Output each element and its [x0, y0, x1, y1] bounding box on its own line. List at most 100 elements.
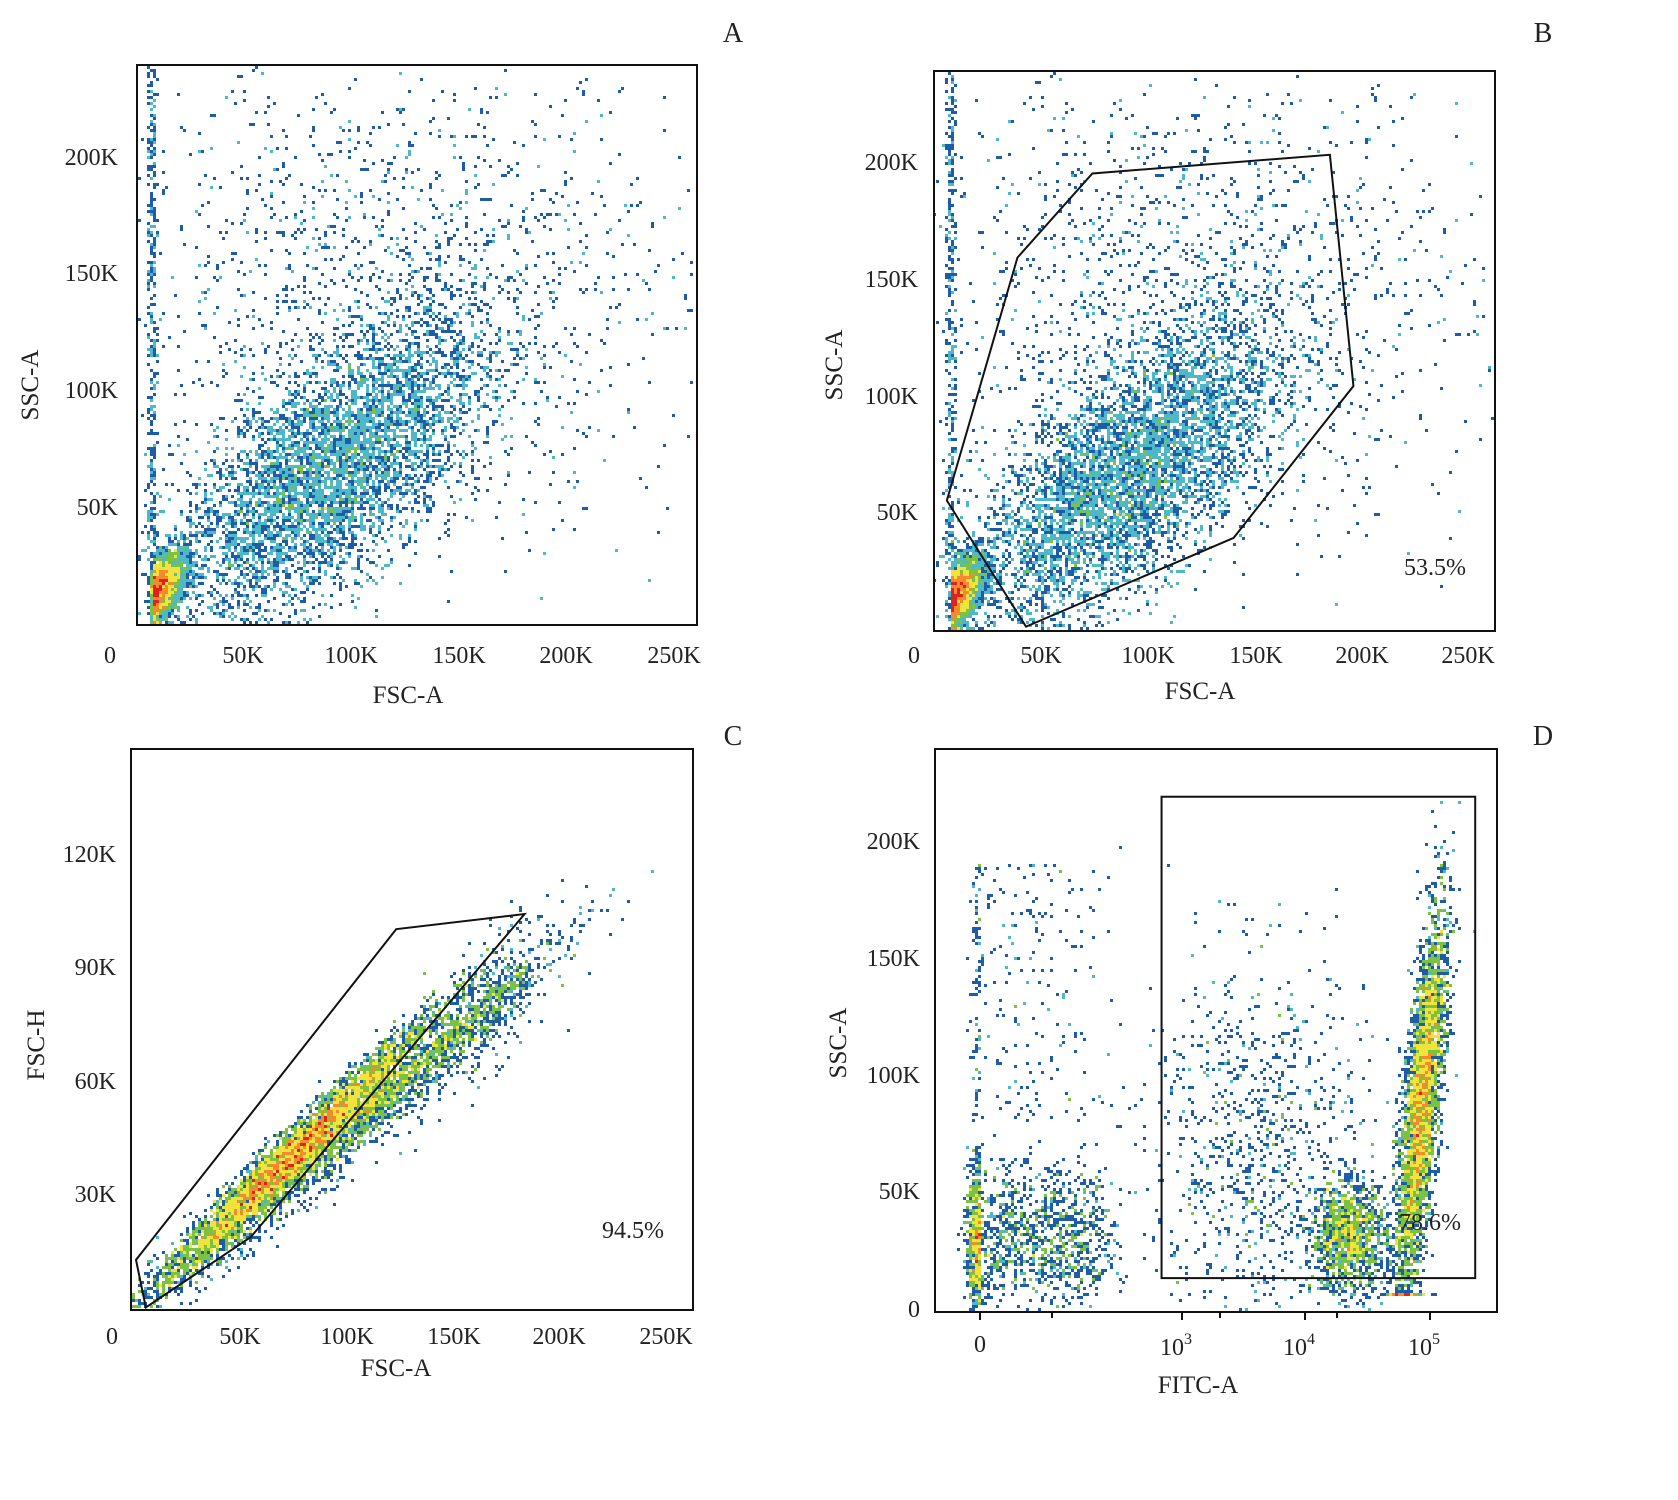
- density-cell: [387, 423, 390, 426]
- density-cell: [354, 453, 357, 456]
- density-cell: [303, 447, 306, 450]
- density-cell: [237, 513, 240, 516]
- density-cell: [183, 546, 186, 549]
- density-cell: [456, 480, 459, 483]
- density-cell: [486, 312, 489, 315]
- density-cell: [390, 162, 393, 165]
- density-cell: [369, 240, 372, 243]
- density-cell: [156, 564, 159, 567]
- density-cell: [330, 450, 333, 453]
- density-cell: [210, 540, 213, 543]
- density-cell: [390, 453, 393, 456]
- density-cell: [354, 537, 357, 540]
- density-cell: [348, 324, 351, 327]
- density-cell: [363, 486, 366, 489]
- density-cell: [399, 411, 402, 414]
- density-cell: [255, 582, 258, 585]
- density-cell: [369, 519, 372, 522]
- density-cell: [420, 189, 423, 192]
- density-cell: [165, 561, 168, 564]
- density-cell: [579, 81, 582, 84]
- density-cell: [339, 447, 342, 450]
- density-cell: [504, 174, 507, 177]
- density-cell: [405, 459, 408, 462]
- density-cell: [297, 597, 300, 600]
- density-cell: [402, 456, 405, 459]
- density-cell: [207, 519, 210, 522]
- density-cell: [483, 126, 486, 129]
- density-cell: [414, 453, 417, 456]
- density-cell: [174, 576, 177, 579]
- density-cell: [444, 363, 447, 366]
- density-cell: [168, 612, 171, 615]
- density-cell: [294, 489, 297, 492]
- density-cell: [345, 465, 348, 468]
- density-cell: [186, 585, 189, 588]
- density-cell: [321, 561, 324, 564]
- density-cell: [462, 411, 465, 414]
- density-cell: [309, 579, 312, 582]
- density-cell: [618, 153, 621, 156]
- density-cell: [447, 447, 450, 450]
- density-cell: [441, 189, 444, 192]
- density-cell: [489, 342, 492, 345]
- density-cell: [312, 456, 315, 459]
- density-cell: [336, 507, 339, 510]
- density-cell: [258, 174, 261, 177]
- density-cell: [486, 375, 489, 378]
- density-cell: [474, 135, 477, 138]
- density-cell: [228, 606, 231, 609]
- density-cell: [162, 558, 165, 561]
- density-cell: [246, 549, 249, 552]
- density-cell: [324, 234, 327, 237]
- density-cell: [357, 453, 360, 456]
- density-cell: [417, 312, 420, 315]
- density-cell: [402, 123, 405, 126]
- density-cell: [396, 420, 399, 423]
- density-cell: [480, 309, 483, 312]
- density-cell: [147, 579, 150, 582]
- density-cell: [336, 327, 339, 330]
- density-cell: [258, 519, 261, 522]
- density-cell: [303, 444, 306, 447]
- density-cell: [345, 483, 348, 486]
- density-cell: [225, 372, 228, 375]
- density-cell: [507, 297, 510, 300]
- density-cell: [246, 402, 249, 405]
- density-cell: [390, 372, 393, 375]
- density-cell: [321, 420, 324, 423]
- density-cell: [327, 420, 330, 423]
- density-cell: [330, 486, 333, 489]
- density-cell: [462, 342, 465, 345]
- density-cell: [402, 429, 405, 432]
- density-cell: [336, 429, 339, 432]
- density-cell: [174, 597, 177, 600]
- density-cell: [534, 444, 537, 447]
- density-cell: [270, 453, 273, 456]
- density-cell: [363, 456, 366, 459]
- density-cell: [441, 90, 444, 93]
- density-cell: [369, 576, 372, 579]
- density-cell: [309, 504, 312, 507]
- density-cell: [282, 486, 285, 489]
- density-cell: [147, 546, 150, 549]
- density-cell: [585, 393, 588, 396]
- density-cell: [357, 300, 360, 303]
- density-cell: [429, 183, 432, 186]
- density-cell: [402, 492, 405, 495]
- density-cell: [468, 261, 471, 264]
- density-cell: [627, 408, 630, 411]
- density-cell: [363, 501, 366, 504]
- density-cell: [321, 438, 324, 441]
- density-cell: [498, 327, 501, 330]
- density-cell: [405, 252, 408, 255]
- density-cell: [531, 240, 534, 243]
- density-cell: [411, 393, 414, 396]
- density-cell: [366, 396, 369, 399]
- density-cell: [315, 399, 318, 402]
- density-cell: [240, 507, 243, 510]
- density-cell: [303, 504, 306, 507]
- density-cell: [282, 417, 285, 420]
- density-cell: [318, 465, 321, 468]
- density-cell: [228, 615, 231, 618]
